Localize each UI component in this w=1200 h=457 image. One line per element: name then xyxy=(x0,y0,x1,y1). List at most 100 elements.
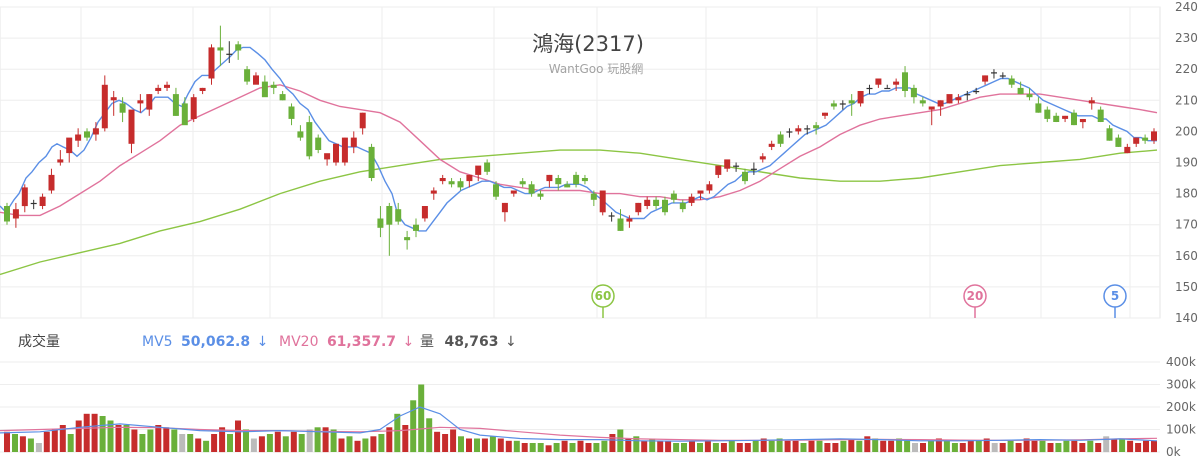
candle-body xyxy=(1017,87,1024,95)
candle-body xyxy=(261,81,268,98)
candle xyxy=(1133,137,1140,147)
candle-body xyxy=(902,72,908,91)
volume-bar xyxy=(282,436,289,453)
candle xyxy=(715,165,722,179)
candle xyxy=(1017,81,1024,95)
volume-bar xyxy=(641,440,648,453)
candle-body xyxy=(1106,128,1113,141)
candle-body xyxy=(955,97,962,101)
candle-body xyxy=(884,87,891,90)
candle-body xyxy=(715,165,722,175)
candle-body xyxy=(706,184,713,191)
candle xyxy=(333,143,339,166)
volume-bar xyxy=(107,420,114,452)
candle-body xyxy=(190,97,197,119)
candle-body xyxy=(333,143,339,163)
candle-body xyxy=(893,81,900,85)
candle xyxy=(21,184,28,213)
candle-body xyxy=(617,218,624,231)
volume-tick-label: 100k xyxy=(1166,423,1196,437)
candle xyxy=(484,159,491,175)
candle xyxy=(777,131,784,147)
ma60-path xyxy=(0,149,1158,276)
mv5-name: MV5 xyxy=(142,334,173,350)
candle-body xyxy=(537,193,544,197)
volume-bar xyxy=(27,438,34,452)
candle-body xyxy=(937,100,944,107)
volume-bars xyxy=(4,384,1157,453)
candle xyxy=(581,174,588,185)
candle-body xyxy=(270,84,277,88)
candle xyxy=(1097,106,1104,123)
volume-bar xyxy=(1119,438,1126,452)
price-tick-label: 210 xyxy=(1175,93,1198,107)
candle xyxy=(1053,112,1060,123)
mv5-legend: MV5 50,062.8 ↓ xyxy=(142,334,268,350)
volume-tick-label: 300k xyxy=(1166,378,1196,392)
candle-body xyxy=(1026,94,1033,98)
candle-body xyxy=(208,47,215,79)
candle xyxy=(1106,125,1113,141)
candle xyxy=(537,190,544,200)
candle-body xyxy=(1044,109,1051,119)
candle xyxy=(617,209,624,231)
candle xyxy=(608,212,615,222)
volume-bar xyxy=(67,434,74,452)
candle-body xyxy=(84,131,90,138)
volume-bar xyxy=(370,436,377,453)
volume-bar xyxy=(537,443,544,452)
candle xyxy=(1088,97,1095,110)
volume-bar xyxy=(609,434,616,452)
volume-bar xyxy=(139,434,146,452)
volume-bar xyxy=(736,443,743,452)
volume-bar xyxy=(163,427,170,453)
candle xyxy=(164,81,170,91)
price-tick-label: 180 xyxy=(1175,187,1198,201)
volume-bar xyxy=(569,443,576,452)
candle-body xyxy=(1151,131,1157,141)
volume-bar xyxy=(91,413,98,453)
price-tick-label: 230 xyxy=(1175,31,1198,45)
volume-bar xyxy=(951,443,958,452)
volume-bar xyxy=(274,431,281,453)
candle xyxy=(688,193,695,207)
candle xyxy=(279,90,286,101)
candle xyxy=(759,153,766,163)
candle xyxy=(928,106,935,126)
candle-body xyxy=(119,103,126,113)
volume-bar xyxy=(665,440,672,453)
candle-body xyxy=(644,199,651,206)
volume-bar xyxy=(235,420,241,452)
ma5-path xyxy=(0,46,1157,232)
volume-bar xyxy=(1063,440,1070,453)
candle-body xyxy=(1071,112,1077,126)
candle xyxy=(857,90,864,107)
candle xyxy=(1071,109,1077,126)
candle-body xyxy=(599,190,606,213)
volume-bar xyxy=(920,443,926,452)
candle xyxy=(386,202,393,256)
candle xyxy=(4,202,10,225)
candle-body xyxy=(653,199,660,206)
candle xyxy=(1151,128,1157,144)
candle xyxy=(848,94,855,116)
candle xyxy=(1124,143,1131,154)
candle xyxy=(839,100,846,110)
candle xyxy=(1142,134,1149,144)
candle xyxy=(750,162,757,175)
volume-bar xyxy=(991,443,998,452)
volume-bar xyxy=(458,436,464,453)
volume-bar xyxy=(959,443,966,452)
candle xyxy=(973,87,980,95)
volume-bar xyxy=(434,431,441,453)
candle xyxy=(84,128,90,141)
candle-body xyxy=(475,165,482,175)
candle xyxy=(493,181,499,200)
candle xyxy=(555,174,562,191)
candle xyxy=(341,137,348,166)
ma-marker-label: 60 xyxy=(595,289,612,303)
volume-bar xyxy=(489,436,496,453)
candle xyxy=(172,87,179,116)
candle-body xyxy=(1008,78,1015,85)
candle-body xyxy=(439,178,446,182)
